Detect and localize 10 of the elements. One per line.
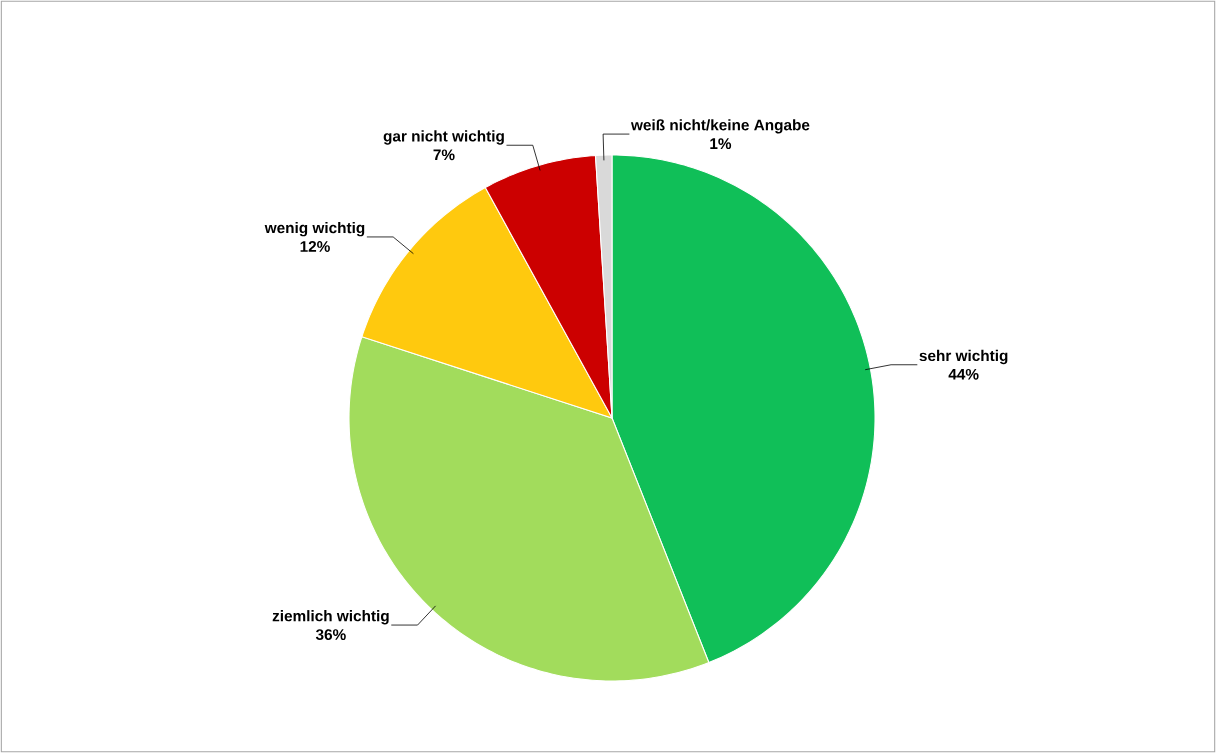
slice-label: wenig wichtig	[264, 222, 365, 237]
data-label: 12%	[300, 241, 330, 252]
data-label: 44%	[948, 368, 979, 380]
slice-label: gar nicht wichtig	[383, 130, 504, 145]
slice-label: ziemlich wichtig	[272, 610, 389, 625]
data-label: 36%	[315, 629, 346, 641]
data-label: 7%	[433, 149, 455, 161]
slice-label: weiß nicht/keine Angabe	[630, 119, 810, 134]
slice-label: sehr wichtig	[919, 349, 1008, 365]
data-label: 1%	[710, 138, 732, 150]
